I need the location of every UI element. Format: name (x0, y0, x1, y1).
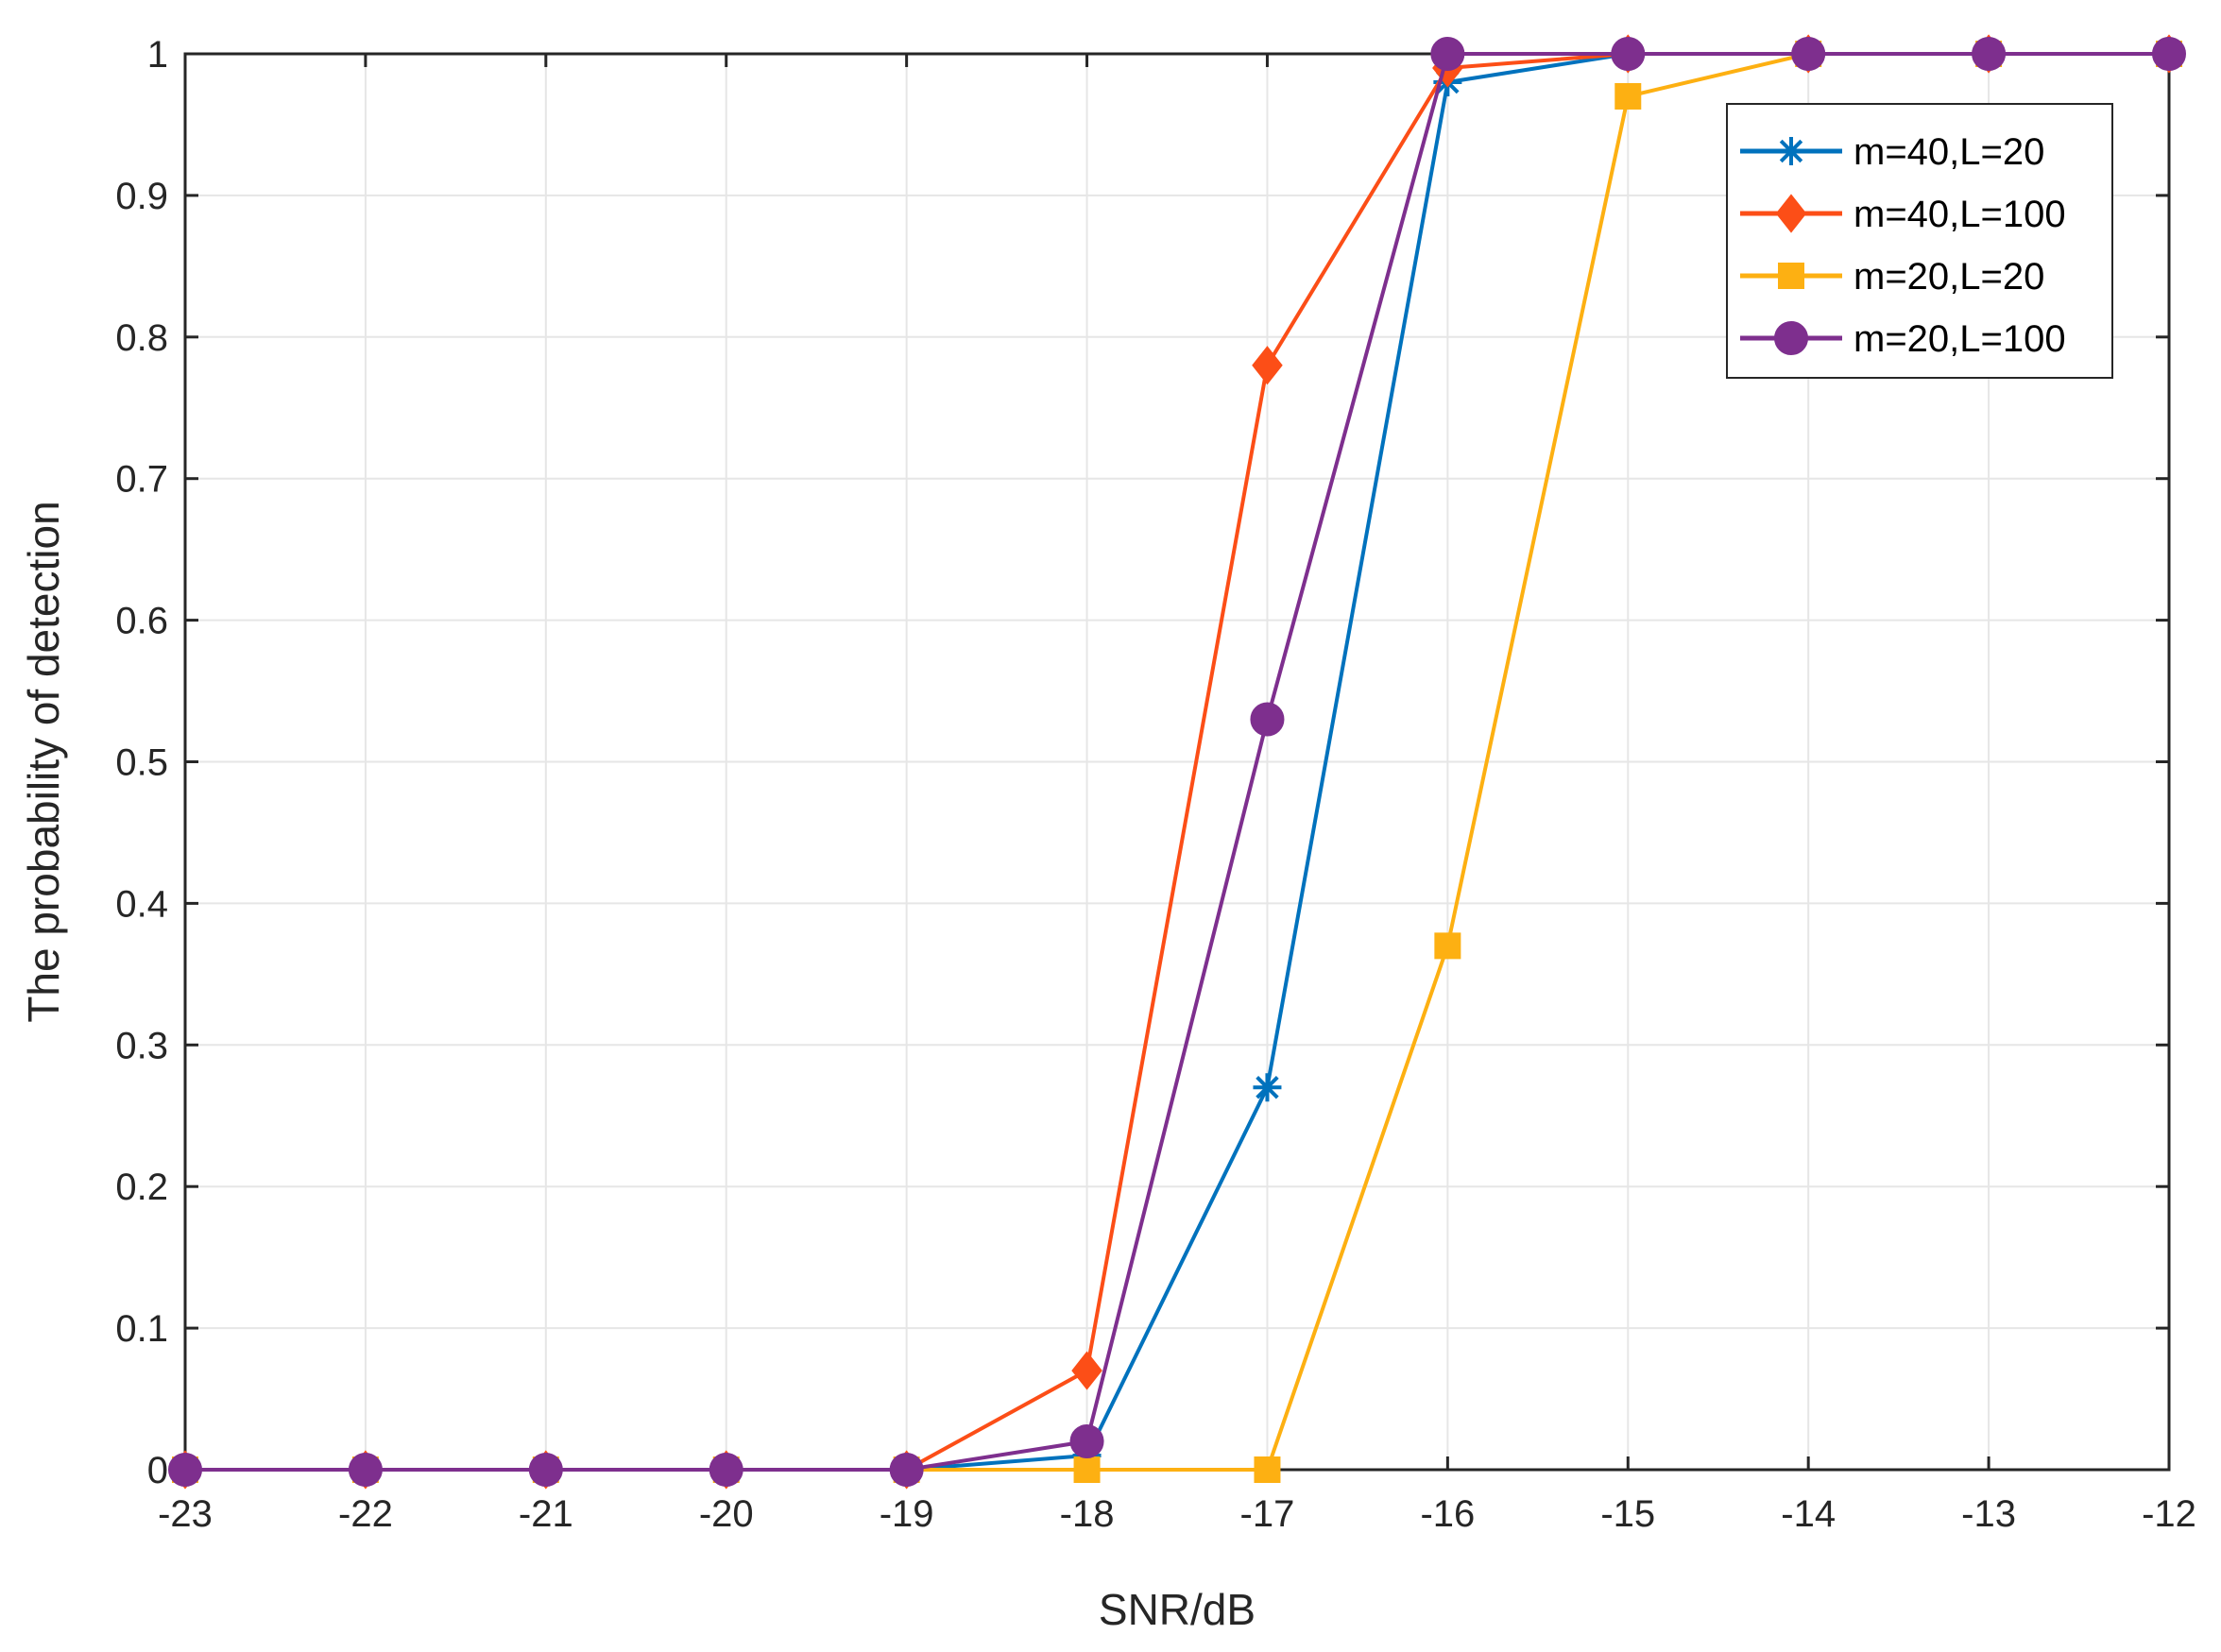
x-tick-label: -14 (1781, 1493, 1836, 1535)
data-point (1254, 1456, 1281, 1483)
y-tick-label: 0.1 (115, 1308, 168, 1350)
legend-label: m=20,L=100 (1854, 318, 2066, 360)
x-tick-label: -17 (1240, 1493, 1295, 1535)
legend-swatch-marker (1774, 321, 1808, 355)
legend-entry: m=40,L=20 (1740, 131, 2044, 173)
y-tick-label: 0.7 (115, 459, 168, 501)
y-tick-label: 0.6 (115, 601, 168, 642)
data-point (1252, 346, 1283, 385)
x-tick-label: -19 (880, 1493, 934, 1535)
x-tick-label: -21 (519, 1493, 573, 1535)
data-point (1434, 932, 1461, 960)
data-point (2152, 37, 2186, 71)
y-tick-label: 1 (147, 34, 168, 76)
data-point (709, 1453, 743, 1487)
y-tick-label: 0.5 (115, 742, 168, 784)
legend-swatch-marker (1778, 263, 1804, 289)
x-axis-label: SNR/dB (1099, 1585, 1256, 1634)
y-tick-label: 0 (147, 1450, 168, 1491)
data-point (1611, 37, 1646, 71)
legend-swatch-marker (1777, 137, 1805, 165)
data-point (1791, 37, 1826, 71)
data-point (528, 1453, 563, 1487)
legend-swatch-marker (1775, 194, 1807, 233)
data-point (889, 1453, 924, 1487)
legend-label: m=20,L=20 (1854, 256, 2044, 298)
legend-entry: m=40,L=100 (1740, 194, 2066, 235)
x-tick-label: -16 (1420, 1493, 1475, 1535)
data-point (1614, 82, 1642, 110)
legend: m=40,L=20 m=40,L=100 m=20,L=20 m=20,L=100 (1726, 103, 2113, 379)
y-tick-label: 0.4 (115, 883, 168, 925)
axis-ticks: -23 -22 -21 -20 -19 -18 -17 -16 -15 -14 -13 -12 0 0.1… (115, 34, 2196, 1535)
series-layer (168, 34, 2186, 1490)
x-tick-label: -23 (158, 1493, 213, 1535)
y-tick-label: 0.8 (115, 317, 168, 359)
x-tick-label: -15 (1600, 1493, 1655, 1535)
x-tick-label: -12 (2142, 1493, 2196, 1535)
data-point (1069, 1424, 1104, 1459)
series-m=20,L=100 (168, 37, 2186, 1487)
y-tick-label: 0.2 (115, 1167, 168, 1208)
data-point (1253, 1073, 1282, 1102)
y-tick-label: 0.9 (115, 176, 168, 217)
y-axis-label: The probability of detection (19, 501, 68, 1022)
data-point (1071, 1351, 1102, 1390)
data-point (1430, 37, 1465, 71)
data-point (1250, 702, 1285, 737)
legend-entry: m=20,L=100 (1740, 318, 2066, 360)
data-point (348, 1453, 383, 1487)
x-tick-label: -22 (338, 1493, 393, 1535)
legend-entry: m=20,L=20 (1740, 256, 2044, 298)
series-line (185, 52, 2169, 1472)
data-point (1073, 1456, 1101, 1483)
data-point (168, 1453, 202, 1487)
data-point (1972, 37, 2007, 71)
x-tick-label: -18 (1060, 1493, 1115, 1535)
y-tick-label: 0.3 (115, 1025, 168, 1066)
legend-label: m=40,L=20 (1854, 131, 2044, 173)
x-tick-label: -20 (699, 1493, 754, 1535)
x-tick-label: -13 (1961, 1493, 2016, 1535)
legend-label: m=40,L=100 (1854, 194, 2066, 235)
